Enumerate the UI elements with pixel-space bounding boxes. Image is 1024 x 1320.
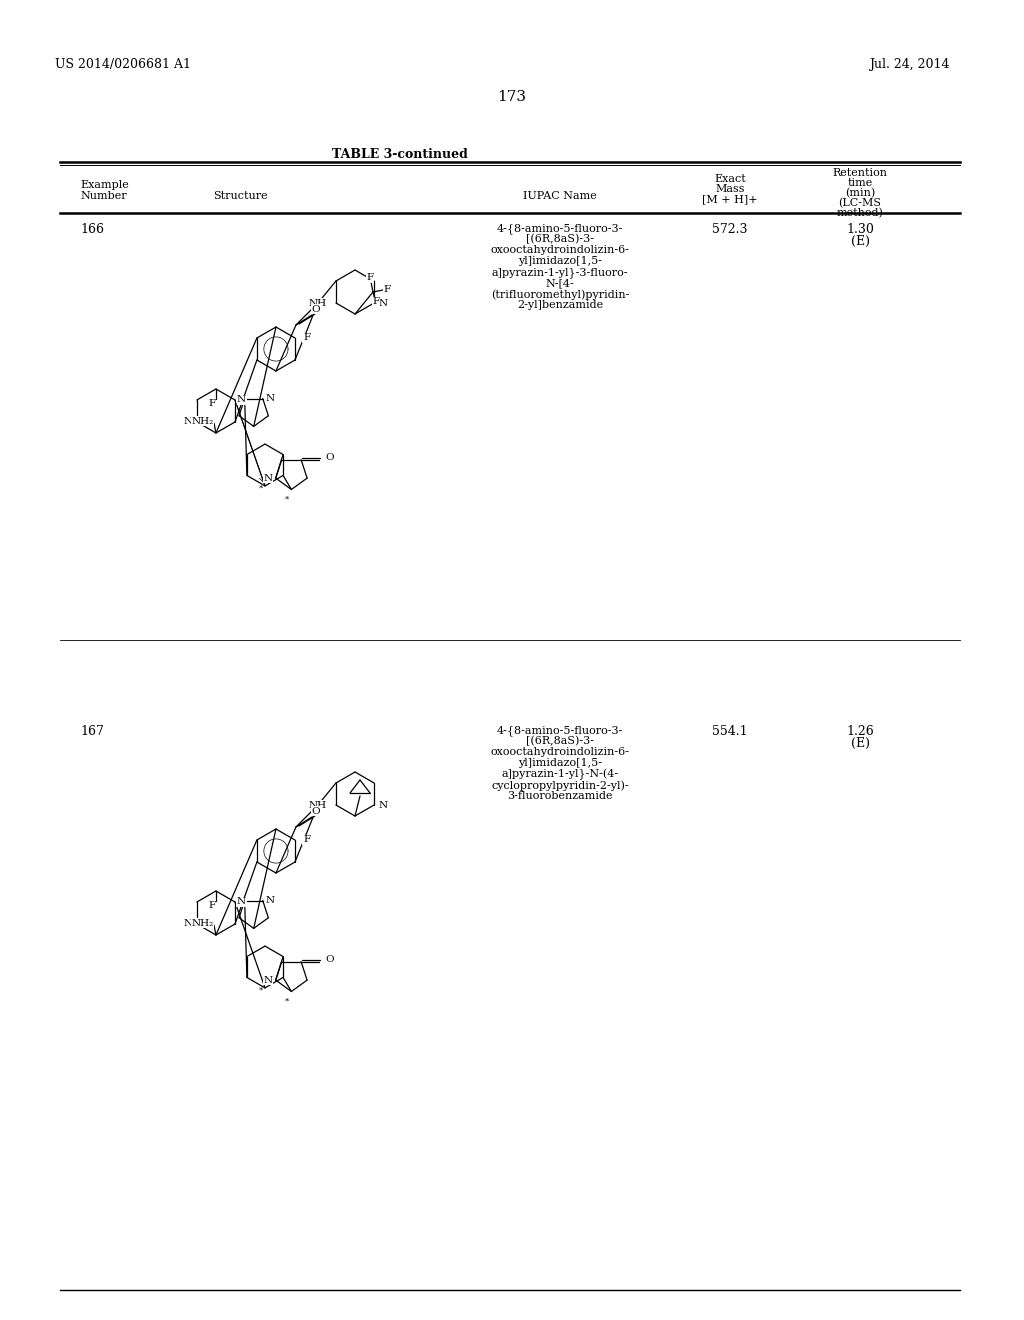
- Text: [(6R,8aS)-3-: [(6R,8aS)-3-: [526, 737, 594, 746]
- Text: O: O: [311, 807, 321, 816]
- Text: 167: 167: [80, 725, 103, 738]
- Text: 1.30: 1.30: [846, 223, 873, 236]
- Text: F: F: [373, 297, 380, 306]
- Text: N: N: [263, 975, 272, 985]
- Text: 572.3: 572.3: [713, 223, 748, 236]
- Text: Example: Example: [80, 180, 129, 190]
- Text: oxooctahydroindolizin-6-: oxooctahydroindolizin-6-: [490, 246, 630, 255]
- Text: Mass: Mass: [715, 183, 744, 194]
- Text: 554.1: 554.1: [712, 725, 748, 738]
- Text: F: F: [209, 902, 215, 909]
- Text: N: N: [237, 396, 246, 404]
- Text: IUPAC Name: IUPAC Name: [523, 191, 597, 201]
- Text: N: N: [266, 896, 274, 906]
- Text: Jul. 24, 2014: Jul. 24, 2014: [869, 58, 950, 71]
- Text: Retention: Retention: [833, 168, 888, 178]
- Text: N: N: [266, 395, 274, 403]
- Text: time: time: [848, 178, 872, 187]
- Text: F: F: [209, 399, 215, 408]
- Text: *: *: [259, 484, 263, 492]
- Text: N: N: [183, 920, 193, 928]
- Text: Structure: Structure: [213, 191, 267, 201]
- Text: NH: NH: [309, 298, 327, 308]
- Text: 3-fluorobenzamide: 3-fluorobenzamide: [507, 791, 612, 801]
- Text: yl]imidazo[1,5-: yl]imidazo[1,5-: [518, 758, 602, 768]
- Text: 4-{8-amino-5-fluoro-3-: 4-{8-amino-5-fluoro-3-: [497, 223, 624, 234]
- Text: cyclopropylpyridin-2-yl)-: cyclopropylpyridin-2-yl)-: [492, 780, 629, 791]
- Text: O: O: [311, 305, 321, 314]
- Text: NH: NH: [309, 800, 327, 809]
- Text: oxooctahydroindolizin-6-: oxooctahydroindolizin-6-: [490, 747, 630, 756]
- Text: (E): (E): [851, 737, 869, 750]
- Text: F: F: [383, 285, 390, 294]
- Text: TABLE 3-continued: TABLE 3-continued: [332, 148, 468, 161]
- Text: Number: Number: [80, 191, 127, 201]
- Text: F: F: [303, 334, 310, 342]
- Text: N: N: [263, 474, 272, 483]
- Text: [M + H]+: [M + H]+: [702, 194, 758, 205]
- Text: N: N: [378, 800, 387, 809]
- Text: (min): (min): [845, 187, 876, 198]
- Text: a]pyrazin-1-yl}-N-(4-: a]pyrazin-1-yl}-N-(4-: [502, 770, 618, 780]
- Text: 4-{8-amino-5-fluoro-3-: 4-{8-amino-5-fluoro-3-: [497, 725, 624, 735]
- Text: 166: 166: [80, 223, 104, 236]
- Text: US 2014/0206681 A1: US 2014/0206681 A1: [55, 58, 191, 71]
- Text: *: *: [259, 987, 263, 995]
- Text: N: N: [183, 417, 193, 426]
- Text: F: F: [303, 836, 310, 845]
- Text: 1.26: 1.26: [846, 725, 873, 738]
- Text: NH₂: NH₂: [191, 919, 214, 928]
- Text: N: N: [378, 298, 387, 308]
- Text: [(6R,8aS)-3-: [(6R,8aS)-3-: [526, 234, 594, 244]
- Text: (E): (E): [851, 235, 869, 248]
- Text: O: O: [325, 956, 334, 964]
- Text: N: N: [237, 898, 246, 907]
- Text: yl]imidazo[1,5-: yl]imidazo[1,5-: [518, 256, 602, 267]
- Text: (trifluoromethyl)pyridin-: (trifluoromethyl)pyridin-: [490, 289, 629, 300]
- Text: NH₂: NH₂: [191, 417, 214, 425]
- Text: Exact: Exact: [714, 174, 745, 183]
- Text: 2-yl]benzamide: 2-yl]benzamide: [517, 300, 603, 310]
- Text: N-[4-: N-[4-: [546, 279, 574, 288]
- Text: (LC-MS: (LC-MS: [839, 198, 882, 209]
- Text: a]pyrazin-1-yl}-3-fluoro-: a]pyrazin-1-yl}-3-fluoro-: [492, 267, 629, 277]
- Text: *: *: [286, 998, 290, 1006]
- Text: method): method): [837, 209, 884, 218]
- Text: 173: 173: [498, 90, 526, 104]
- Text: F: F: [367, 273, 374, 282]
- Text: *: *: [286, 495, 290, 503]
- Text: O: O: [325, 453, 334, 462]
